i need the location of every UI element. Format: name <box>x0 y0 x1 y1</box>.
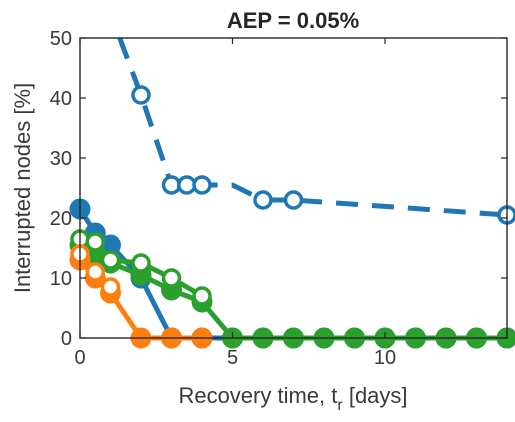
y-tick-label: 50 <box>50 28 72 50</box>
data-point <box>85 232 105 252</box>
x-tick-label: 10 <box>374 347 396 369</box>
data-point <box>131 85 151 105</box>
x-axis-label-units: [days] <box>343 383 408 408</box>
x-axis-label-subscript: r <box>337 397 343 414</box>
y-tick-label: 0 <box>61 328 72 350</box>
data-point <box>161 268 182 288</box>
chart-title: AEP = 0.05% <box>227 8 359 33</box>
y-tick-label: 10 <box>50 268 72 290</box>
x-axis-label: Recovery time, tr [days] <box>178 383 407 414</box>
y-tick-label: 30 <box>50 148 72 170</box>
data-point <box>85 262 105 282</box>
x-ticks: 0 5 10 <box>74 38 396 369</box>
y-ticks: 0 10 20 30 40 50 <box>50 28 507 350</box>
x-axis-label-main: Recovery time, t <box>178 383 337 408</box>
series-0 <box>117 37 515 225</box>
x-tick-label: 5 <box>227 347 238 369</box>
data-point <box>253 190 273 210</box>
y-tick-label: 40 <box>50 88 72 110</box>
data-point <box>192 286 212 306</box>
data-point <box>283 190 304 210</box>
series-layer <box>69 37 515 349</box>
x-tick-label: 0 <box>74 347 85 369</box>
plot-area: 0 5 10 0 10 20 30 40 50 <box>50 28 515 369</box>
y-axis-label: Interrupted nodes [%] <box>10 83 35 293</box>
data-point <box>131 253 151 273</box>
data-point <box>100 250 121 270</box>
plot-frame <box>79 37 508 339</box>
y-tick-label: 20 <box>50 208 72 230</box>
data-point <box>100 277 121 297</box>
data-point <box>192 175 212 195</box>
